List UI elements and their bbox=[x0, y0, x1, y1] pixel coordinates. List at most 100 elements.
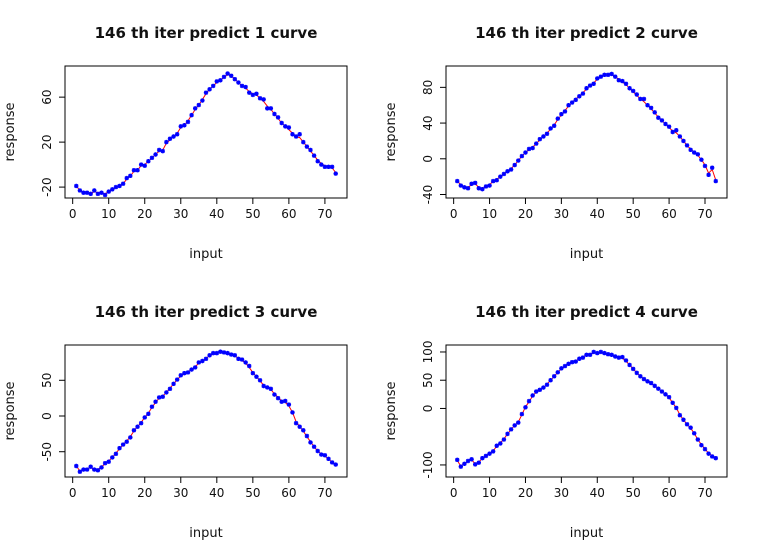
data-point bbox=[713, 178, 718, 184]
data-point bbox=[458, 464, 464, 469]
x-axis-label: input bbox=[570, 526, 603, 541]
data-point bbox=[142, 163, 147, 168]
data-point bbox=[688, 147, 693, 153]
data-point bbox=[164, 390, 169, 395]
data-point bbox=[279, 120, 284, 126]
data-point bbox=[146, 411, 151, 417]
data-point bbox=[648, 380, 654, 386]
data-point bbox=[189, 367, 194, 372]
data-point bbox=[131, 428, 137, 433]
x-tick-label: 20 bbox=[137, 207, 152, 221]
data-point bbox=[113, 184, 119, 190]
data-point bbox=[627, 86, 632, 91]
data-point bbox=[480, 186, 485, 192]
data-point bbox=[713, 455, 718, 461]
data-point bbox=[106, 189, 111, 194]
data-point bbox=[185, 119, 191, 125]
data-point bbox=[135, 424, 140, 429]
data-point bbox=[638, 96, 643, 102]
data-point bbox=[519, 411, 525, 417]
data-point bbox=[200, 98, 205, 103]
data-point bbox=[261, 97, 266, 102]
data-point bbox=[501, 437, 507, 442]
data-point bbox=[684, 422, 690, 427]
data-point bbox=[512, 423, 517, 428]
data-point bbox=[508, 427, 514, 432]
data-point bbox=[211, 83, 216, 89]
data-point bbox=[239, 357, 245, 362]
data-point bbox=[674, 128, 679, 133]
x-tick-label: 10 bbox=[101, 207, 116, 221]
x-tick-label: 0 bbox=[69, 207, 77, 221]
data-point bbox=[512, 162, 517, 168]
data-point bbox=[120, 181, 126, 186]
data-point bbox=[88, 191, 93, 197]
data-point bbox=[584, 352, 589, 357]
data-point bbox=[670, 400, 675, 406]
data-point bbox=[218, 349, 223, 354]
data-point bbox=[666, 394, 672, 400]
data-point bbox=[652, 110, 657, 115]
x-tick-label: 0 bbox=[450, 486, 458, 500]
data-point bbox=[221, 350, 227, 355]
data-point bbox=[569, 100, 575, 105]
data-point bbox=[322, 453, 328, 458]
data-point bbox=[487, 183, 492, 188]
data-point bbox=[211, 350, 216, 356]
data-point bbox=[695, 152, 701, 157]
chart-title: 146 th iter predict 4 curve bbox=[475, 303, 698, 321]
data-point bbox=[283, 124, 288, 129]
data-point bbox=[178, 124, 183, 129]
x-tick-label: 30 bbox=[173, 486, 188, 500]
data-point bbox=[329, 164, 335, 170]
data-point bbox=[250, 92, 256, 98]
data-point bbox=[120, 442, 126, 447]
x-tick-label: 10 bbox=[101, 486, 116, 500]
y-axis-label: response bbox=[3, 381, 18, 440]
data-point bbox=[272, 392, 277, 397]
x-axis-label: input bbox=[189, 526, 222, 541]
data-point bbox=[480, 455, 485, 461]
data-point bbox=[268, 386, 274, 392]
data-point bbox=[523, 405, 528, 410]
panel-predict-2: 146 th iter predict 2 curve 0 10 20 30 40 50 60… bbox=[384, 24, 728, 262]
data-point bbox=[677, 413, 683, 418]
y-tick-label: 100 bbox=[421, 341, 435, 364]
data-point bbox=[591, 81, 596, 86]
data-point bbox=[171, 134, 176, 139]
data-point bbox=[659, 389, 665, 394]
data-point bbox=[580, 355, 586, 360]
data-point bbox=[308, 147, 313, 153]
data-point bbox=[304, 144, 310, 149]
data-point bbox=[505, 169, 510, 174]
data-point bbox=[526, 398, 532, 404]
data-point bbox=[584, 86, 589, 91]
data-point bbox=[99, 465, 104, 470]
plot-frame bbox=[445, 344, 728, 478]
data-point bbox=[566, 103, 571, 108]
data-point bbox=[131, 168, 137, 173]
x-tick-label: 60 bbox=[281, 207, 296, 221]
data-point bbox=[301, 428, 306, 433]
data-point bbox=[534, 141, 539, 146]
data-point bbox=[476, 460, 481, 465]
data-point bbox=[167, 136, 173, 141]
data-point bbox=[315, 159, 320, 164]
data-point bbox=[706, 172, 711, 178]
data-point bbox=[286, 402, 292, 407]
data-point bbox=[290, 410, 295, 415]
data-point bbox=[106, 459, 111, 464]
y-tick-label: 60 bbox=[40, 90, 54, 105]
data-point bbox=[573, 359, 578, 364]
data-point bbox=[602, 350, 607, 356]
data-point bbox=[469, 457, 474, 462]
data-point bbox=[551, 374, 557, 379]
data-point bbox=[483, 184, 489, 189]
data-point bbox=[84, 190, 90, 195]
data-point bbox=[229, 352, 234, 357]
data-point bbox=[656, 386, 661, 391]
data-point bbox=[265, 106, 270, 111]
data-point bbox=[605, 352, 611, 357]
data-point bbox=[706, 451, 711, 456]
data-point bbox=[709, 454, 715, 459]
